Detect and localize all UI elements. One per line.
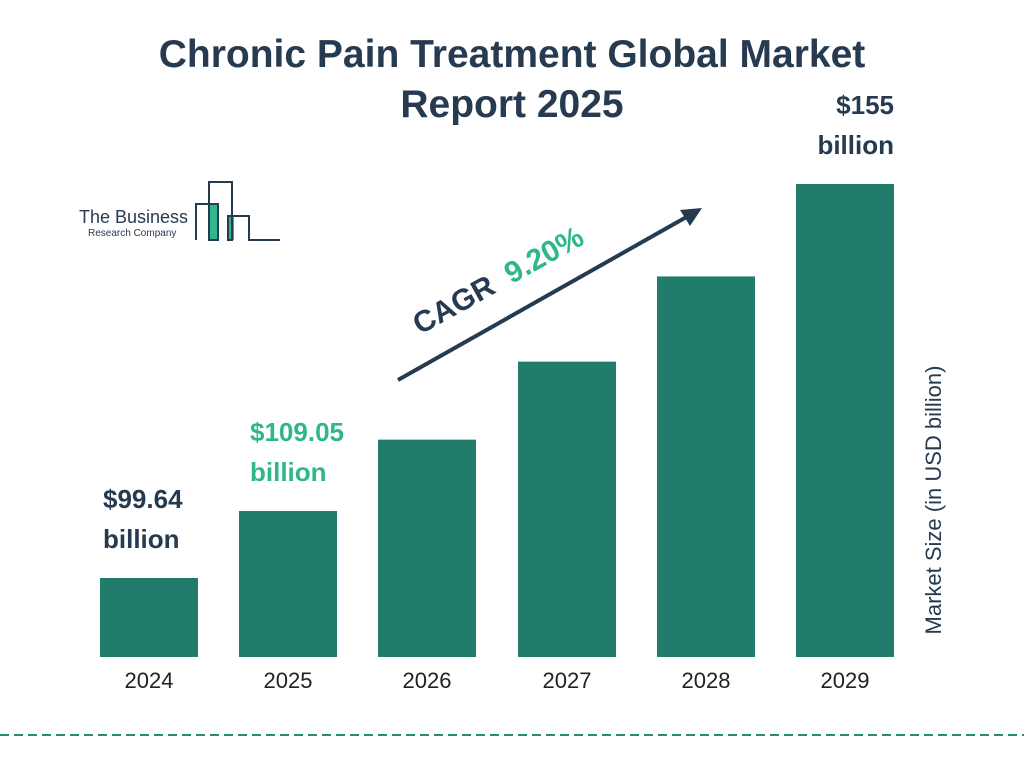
data-label-value: $109.05 [250,417,344,447]
y-axis-label: Market Size (in USD billion) [921,366,946,635]
x-tick-label: 2024 [125,668,174,693]
chart-title: Chronic Pain Treatment Global Market Rep… [158,33,866,126]
bar-2027 [518,361,616,657]
x-tick-label: 2025 [264,668,313,693]
bar-2024 [100,578,198,657]
logo-line2: Research Company [88,228,176,239]
logo: The Business Research Company [79,181,280,241]
x-tick-label: 2028 [682,668,731,693]
bar-2028 [657,276,755,657]
bar-2029 [796,184,894,657]
data-label-unit: billion [103,524,180,554]
data-label-value: $99.64 [103,484,183,514]
data-label-value: $155 [836,90,894,120]
data-label-unit: billion [250,457,327,487]
x-tick-label: 2029 [821,668,870,693]
logo-line1: The Business [79,207,188,227]
bar-2026 [378,439,476,657]
data-label-unit: billion [817,130,894,160]
x-tick-label: 2027 [543,668,592,693]
bar-2025 [239,511,337,657]
x-tick-label: 2026 [403,668,452,693]
cagr-arrow [397,208,702,382]
